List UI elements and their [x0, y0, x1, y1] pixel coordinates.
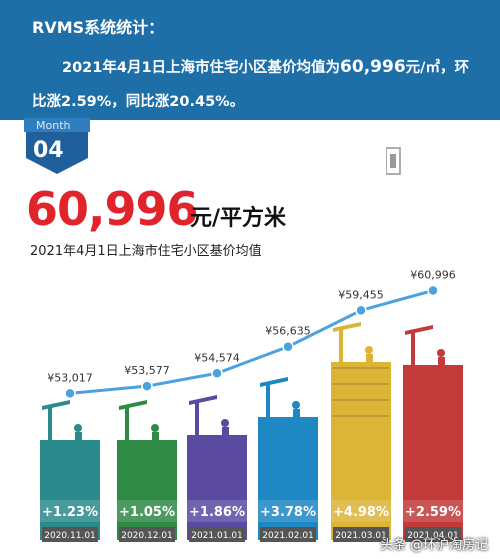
crane-mast-icon [125, 406, 129, 440]
change-label: +3.78% [260, 505, 316, 520]
data-point [355, 304, 367, 317]
publisher-logo-icon [386, 147, 401, 175]
data-point [427, 284, 439, 297]
x-tick-label: 2020.11.01 [44, 531, 96, 541]
worker-head-icon [437, 349, 445, 357]
month-label: Month [36, 119, 71, 132]
data-point [141, 380, 153, 392]
header-line-1: 2021年4月1日上海市住宅小区基价均值为60,996元/㎡，环 [62, 56, 469, 77]
crane-mast-icon [48, 406, 52, 440]
date-tab [42, 527, 98, 542]
x-tick-label: 2020.12.01 [121, 531, 173, 541]
crane-jib-icon [119, 400, 147, 410]
crane-mast-icon [195, 401, 199, 435]
bar-2021.03.01 [331, 362, 391, 540]
bar-2020.11.01 [40, 440, 100, 540]
worker-body-icon [438, 357, 445, 365]
crane-mast-icon [411, 331, 415, 365]
change-band [258, 500, 318, 522]
crane-jib-icon [260, 377, 288, 387]
bar-2021.04.01 [403, 365, 463, 540]
change-band [403, 500, 463, 522]
x-tick-label: 2021.01.01 [191, 531, 243, 541]
headline-subtitle: 2021年4月1日上海市住宅小区基价均值 [30, 244, 262, 259]
date-tab [119, 527, 175, 542]
worker-body-icon [293, 409, 300, 417]
data-label: ¥53,577 [124, 364, 170, 377]
date-tab [333, 527, 389, 542]
worker-body-icon [152, 432, 159, 440]
data-label: ¥59,455 [338, 288, 384, 301]
month-number: 04 [33, 138, 64, 163]
data-label: ¥56,635 [265, 325, 311, 338]
change-label: +4.98% [333, 505, 389, 520]
change-label: +1.86% [189, 505, 245, 520]
data-point [64, 387, 76, 400]
header-line-1-pre: 2021年4月1日上海市住宅小区基价均值为 [62, 60, 341, 76]
data-point [282, 340, 294, 353]
data-label: ¥53,017 [47, 371, 93, 384]
headline-unit: 元/平方米 [190, 206, 287, 231]
header-line-1-post: 元/㎡，环 [405, 60, 469, 76]
worker-body-icon [75, 432, 82, 440]
crane-mast-icon [266, 383, 270, 417]
x-tick-label: 2021.02.01 [262, 531, 314, 541]
worker-body-icon [366, 354, 373, 362]
x-tick-label: 2021.03.01 [335, 531, 387, 541]
change-label: +1.23% [42, 505, 98, 520]
crane-jib-icon [405, 325, 433, 335]
worker-head-icon [74, 424, 82, 432]
price-trend-line [69, 289, 434, 395]
worker-head-icon [151, 424, 159, 432]
data-point [211, 367, 223, 380]
crane-mast-icon [339, 328, 343, 362]
crane-jib-icon [333, 322, 361, 332]
month-tag-icon [24, 118, 90, 174]
date-tab [260, 527, 316, 542]
change-band [117, 500, 177, 522]
crane-jib-icon [189, 395, 217, 405]
crane-jib-icon [42, 400, 70, 410]
data-label: ¥54,574 [194, 351, 240, 364]
worker-head-icon [292, 401, 300, 409]
header-title: RVMS系统统计： [32, 18, 165, 37]
header-line-1-value: 60,996 [340, 57, 406, 77]
date-tab [189, 527, 245, 542]
worker-head-icon [221, 419, 229, 427]
bar-2021.01.01 [187, 435, 247, 540]
watermark-text: 头条 @环沪淘房记 [380, 538, 489, 553]
worker-head-icon [365, 346, 373, 354]
change-label: +2.59% [405, 505, 461, 520]
worker-body-icon [222, 427, 229, 435]
bar-2021.02.01 [258, 417, 318, 540]
x-tick-label: 2021.04.01 [407, 531, 459, 541]
change-band [331, 500, 391, 522]
date-tab [405, 527, 461, 542]
bar-2020.12.01 [117, 440, 177, 540]
header-banner: RVMS系统统计： 2021年4月1日上海市住宅小区基价均值为60,996元/㎡… [0, 0, 500, 120]
change-band [187, 500, 247, 522]
change-band [40, 500, 100, 522]
headline-price: 60,996 [26, 182, 199, 236]
data-label: ¥60,996 [410, 268, 456, 281]
change-label: +1.05% [119, 505, 175, 520]
header-line-2: 比涨2.59%，同比涨20.45%。 [32, 94, 245, 110]
